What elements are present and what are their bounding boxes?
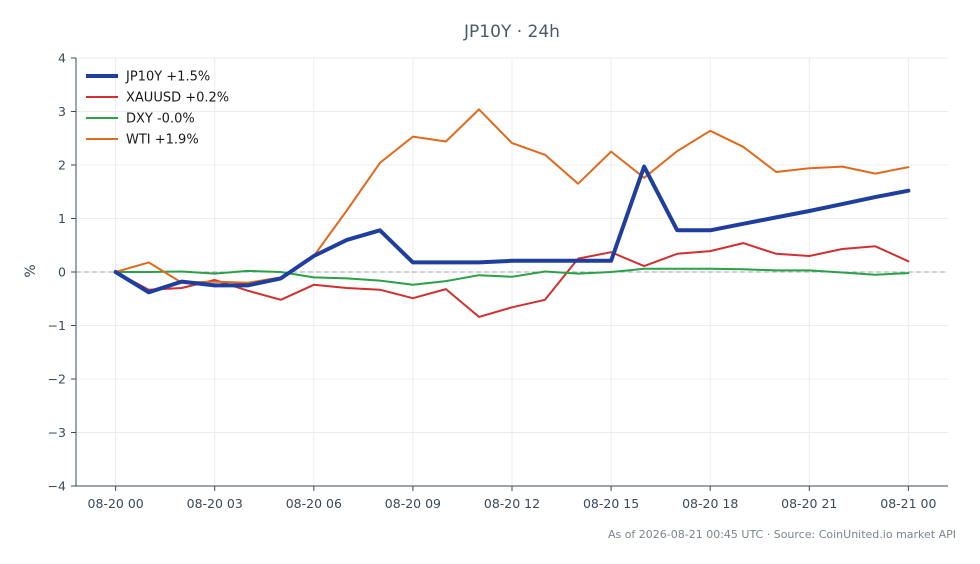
y-tick-label: −3: [48, 425, 66, 440]
legend-label: JP10Y +1.5%: [125, 70, 210, 85]
legend: JP10Y +1.5% XAUUSD +0.2% DXY -0.0% WTI +1.9…: [86, 70, 229, 148]
legend-label: XAUUSD +0.2%: [126, 91, 229, 106]
series-line: [114, 242, 910, 318]
series-line: [113, 164, 911, 295]
series-layer: [113, 108, 911, 318]
x-tick-label: 08-20 03: [187, 496, 243, 511]
x-tick-label: 08-20 15: [583, 496, 639, 511]
y-tick-label: 0: [58, 265, 66, 280]
y-tick-label: 1: [58, 211, 66, 226]
x-tick-label: 08-20 09: [385, 496, 441, 511]
x-tick-label: 08-20 06: [286, 496, 342, 511]
x-tick-label: 08-20 12: [484, 496, 540, 511]
x-tick-label: 08-20 18: [682, 496, 738, 511]
x-tick-label: 08-20 21: [781, 496, 837, 511]
y-tick-label: −1: [48, 318, 66, 333]
series-line: [114, 267, 910, 286]
footer-text: As of 2026-08-21 00:45 UTC · Source: Coi…: [608, 528, 956, 541]
legend-label: DXY -0.0%: [126, 112, 195, 127]
y-tick-label: −4: [48, 479, 66, 494]
y-axis-label: %: [23, 264, 39, 277]
legend-label: WTI +1.9%: [126, 133, 199, 148]
series-line: [114, 108, 910, 284]
y-tick-label: −2: [48, 372, 66, 387]
y-tick-label: 2: [58, 158, 66, 173]
ticks: −4 −3 −2 −1 0 1 2 3 4 08-20 00 08-20 03 08-20 06 08-…: [48, 51, 937, 512]
y-tick-label: 3: [58, 104, 66, 119]
x-tick-label: 08-21 00: [880, 496, 936, 511]
y-tick-label: 4: [58, 51, 66, 66]
chart-title: JP10Y · 24h: [463, 22, 560, 42]
x-tick-label: 08-20 00: [88, 496, 144, 511]
